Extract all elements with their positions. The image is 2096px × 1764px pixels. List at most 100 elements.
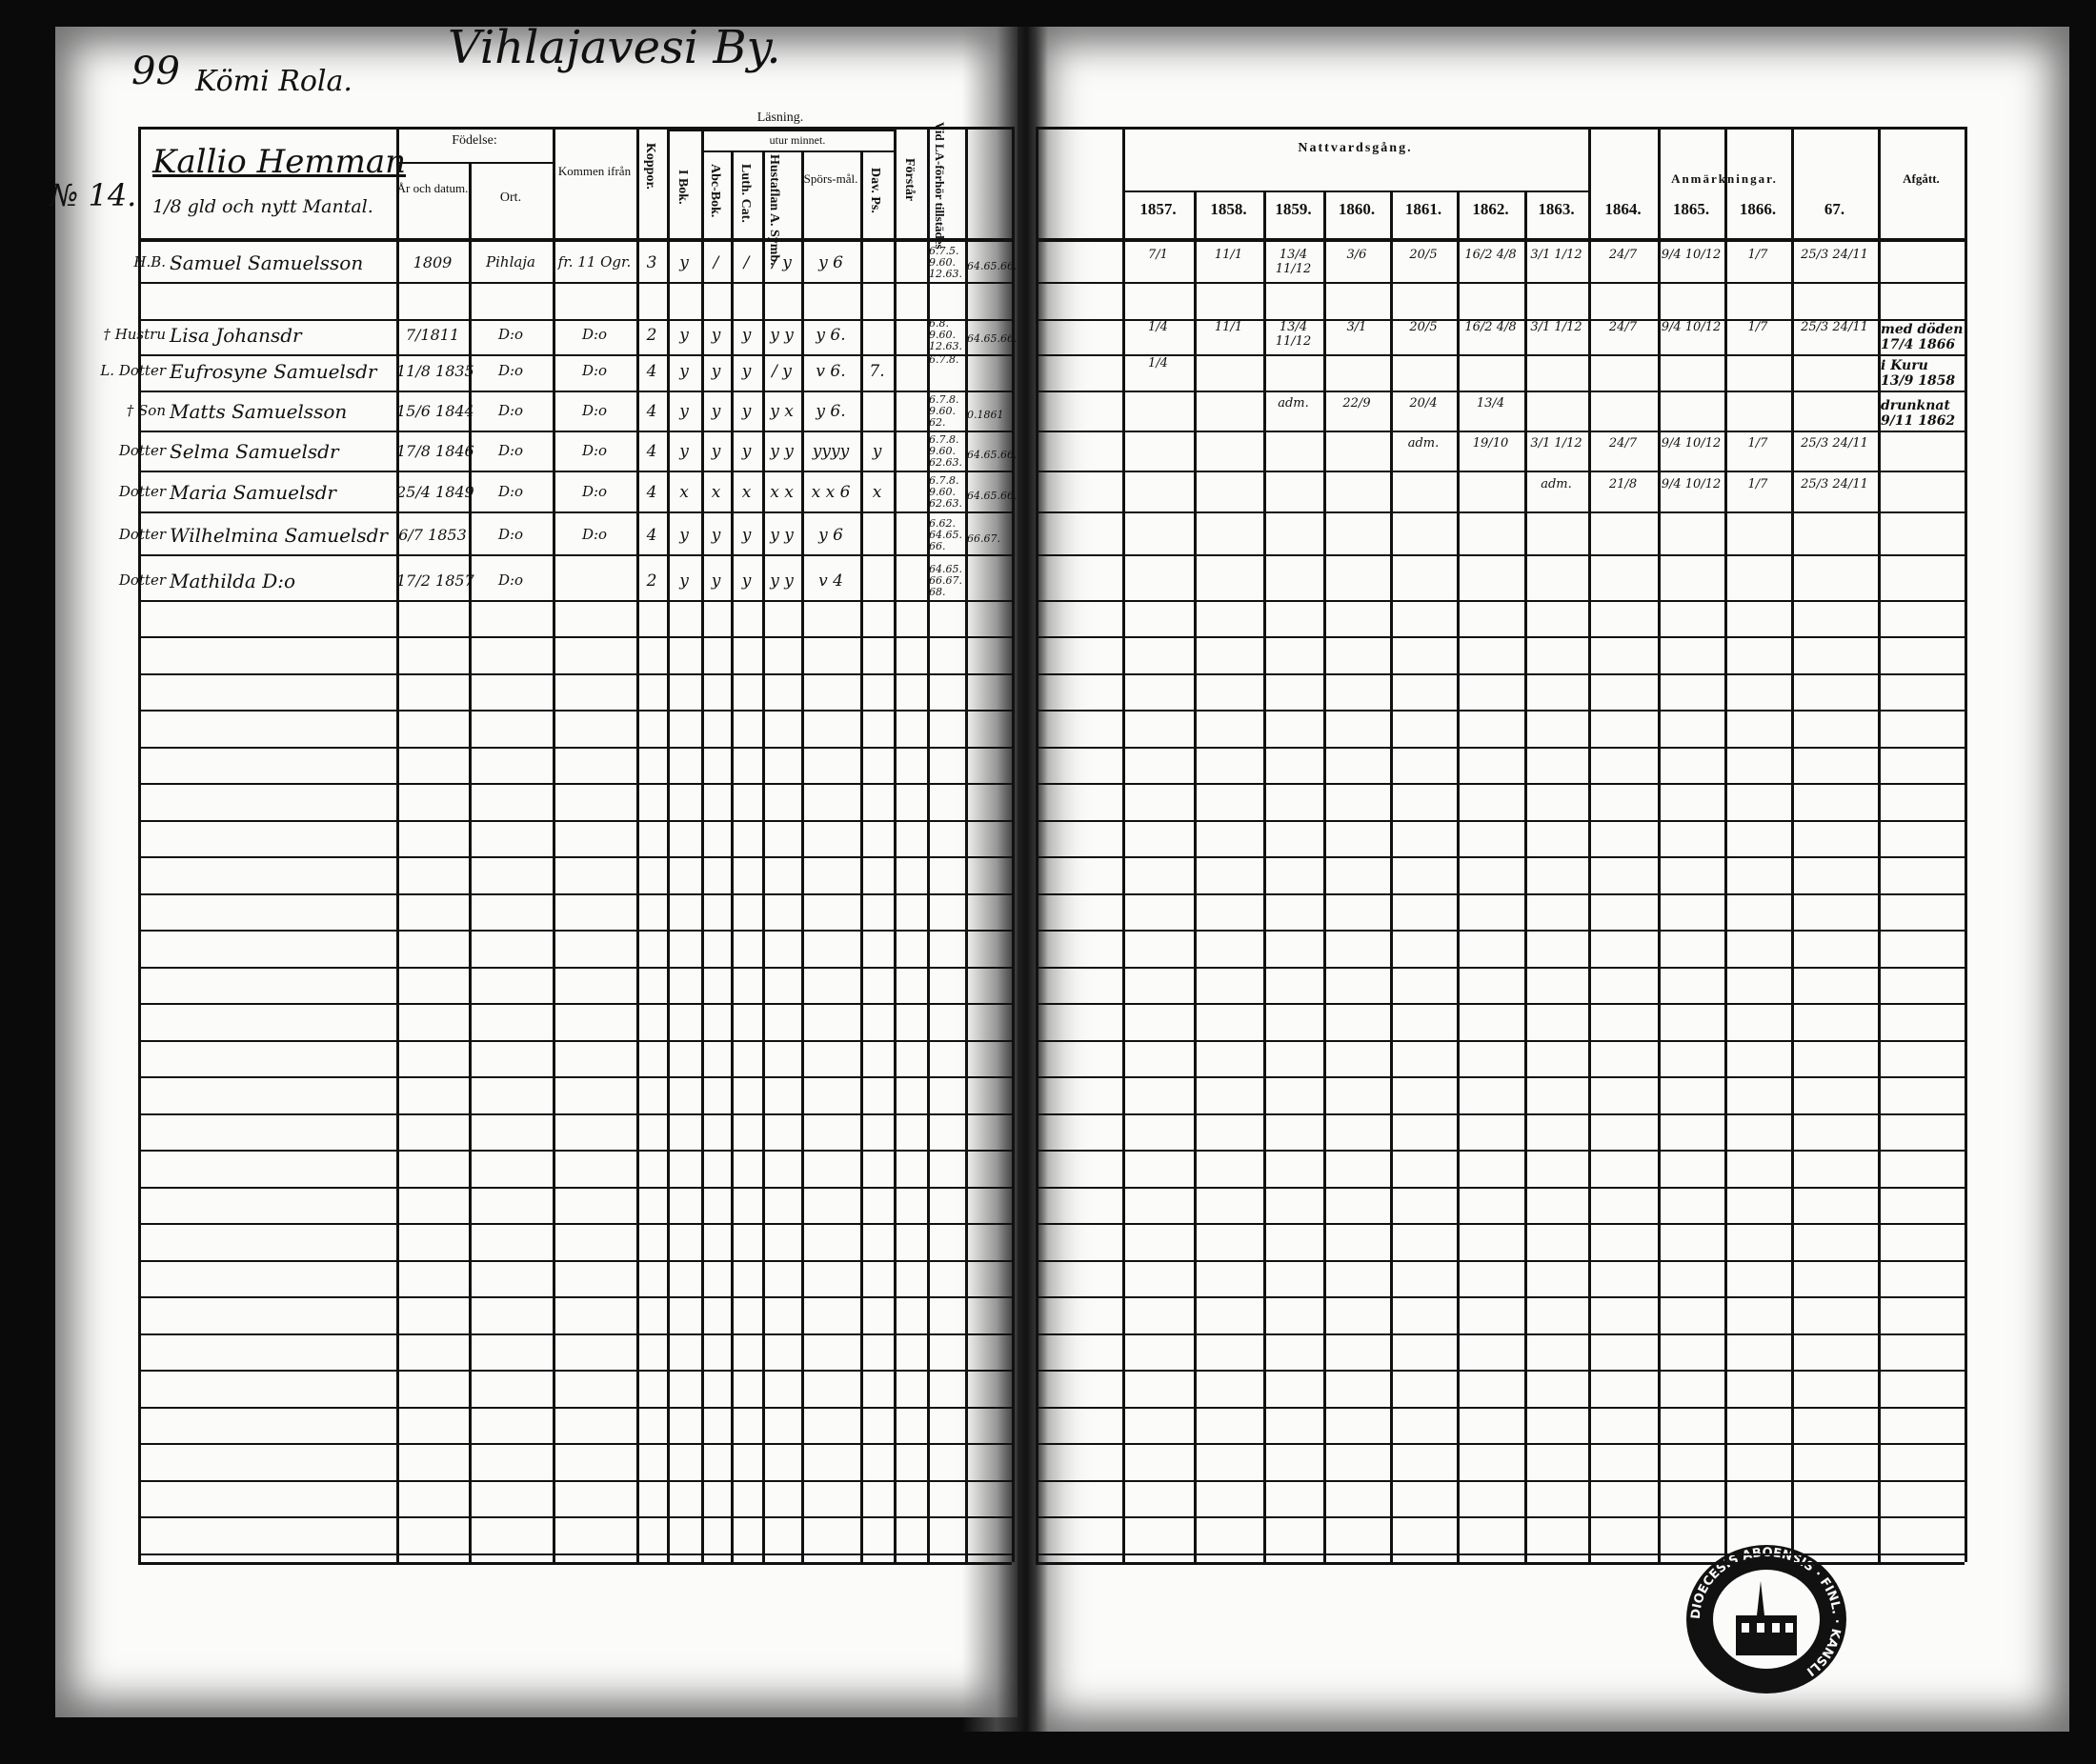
communion-entry: 13/4 11/12 (1275, 248, 1312, 276)
person-forhor: 6.8. 9.60. 12.63. (929, 317, 962, 352)
column-line (396, 127, 399, 1562)
row-line (1036, 1186, 1965, 1189)
year-header-1863: 1863. (1538, 200, 1575, 218)
person-forhor: 6.7.8. 9.60. 62.63. (929, 433, 962, 469)
row-line (138, 930, 1012, 932)
communion-entry: 25/3 24/11 (1801, 477, 1868, 491)
row-line (138, 746, 1012, 749)
column-line (927, 127, 930, 1562)
person-name: Mathilda D:o (170, 570, 296, 592)
person-abc: x (711, 483, 721, 502)
column-line (701, 130, 704, 1562)
row-line (138, 1003, 1012, 1005)
row-line (1036, 636, 1965, 638)
person-role: L. Dotter (100, 362, 166, 379)
person-abc: y (711, 526, 721, 545)
column-line (1036, 127, 1038, 1562)
communion-entry: 9/4 10/12 (1661, 477, 1722, 491)
person-place: D:o (497, 483, 524, 500)
column-line (1588, 127, 1591, 1562)
person-hust: y y (770, 442, 794, 461)
communion-entry: 1/4 (1148, 356, 1168, 371)
person-hust: / y (772, 362, 792, 381)
communion-entry: 1/7 (1747, 477, 1768, 491)
row-line (138, 1516, 1012, 1518)
row-line (1036, 1516, 1965, 1518)
communion-entry: 22/9 (1342, 396, 1371, 411)
person-born: 17/8 1846 (396, 442, 474, 460)
row-line (138, 636, 1012, 638)
person-spors: y 6. (816, 326, 846, 345)
communion-entry: 24/7 (1608, 320, 1638, 334)
person-koppor: 4 (646, 402, 657, 421)
row-line (138, 354, 1012, 356)
row-line (138, 783, 1012, 785)
row-line (1036, 930, 1965, 932)
person-name: Wilhelmina Samuelsdr (170, 524, 388, 547)
person-ibok: y (679, 326, 689, 345)
person-koppor: 4 (646, 526, 657, 545)
column-line (667, 127, 670, 1562)
row-line (138, 511, 1012, 513)
row-line (1036, 1553, 1965, 1555)
header-nattvardsgang: Nattvardsgång. (1298, 141, 1413, 155)
communion-entry: 1/7 (1747, 436, 1768, 451)
row-line (1036, 1479, 1965, 1482)
row-line (138, 856, 1012, 858)
communion-entry: 7/1 (1148, 248, 1168, 262)
person-luth: y (741, 442, 752, 461)
row-line (1036, 783, 1965, 785)
column-line (1390, 190, 1393, 1562)
person-name: Selma Samuelsdr (170, 440, 339, 463)
person-born: 15/6 1844 (396, 402, 474, 420)
row-line (138, 1150, 1012, 1152)
header-ort: Ort. (499, 190, 522, 205)
communion-entry: 3/1 1/12 (1530, 436, 1582, 451)
person-koppor: 4 (646, 362, 657, 381)
column-line (1122, 127, 1125, 1562)
row-line (138, 1076, 1012, 1078)
row-line (138, 282, 1012, 284)
person-place: D:o (497, 326, 524, 343)
village-name: Vihlajavesi By. (448, 21, 781, 74)
person-hust: / y (772, 253, 792, 272)
row-line (138, 1479, 1012, 1482)
left-page (55, 27, 1018, 1717)
person-born: 17/2 1857 (396, 571, 474, 590)
homestead-name: Kallio Hemman (152, 143, 406, 181)
remark-note: i Kuru 13/9 1858 (1881, 358, 1956, 389)
person-place: D:o (497, 362, 524, 379)
communion-entry: 25/3 24/11 (1801, 436, 1868, 451)
person-name: Lisa Johansdr (170, 324, 302, 347)
communion-entry: 21/8 (1608, 477, 1638, 491)
column-line (1965, 127, 1967, 1562)
person-forhor-extra: 64.65.66. (967, 260, 1018, 272)
year-header-1861: 1861. (1404, 200, 1442, 218)
row-line (138, 1296, 1012, 1298)
communion-entry: 20/5 (1409, 248, 1438, 262)
column-line (1457, 190, 1460, 1562)
person-forhor: 6.7.5. 9.60. 12.63. (929, 245, 962, 280)
mantal-note: 1/8 gld och nytt Mantal. (152, 196, 373, 217)
table-top-border (138, 127, 1012, 130)
communion-entry: adm. (1541, 477, 1572, 491)
person-luth: x (741, 483, 752, 502)
header-bottom-border (138, 238, 1012, 242)
header-hustaflan: Hustaflan A. Symb. (767, 154, 781, 266)
header-bottom-border (1036, 238, 1965, 242)
person-ibok: y (679, 253, 689, 272)
row-line (1036, 1003, 1965, 1005)
communion-entry: 3/1 1/12 (1530, 320, 1582, 334)
row-line (138, 391, 1012, 392)
person-spors: yyyy (812, 442, 850, 461)
person-dav: x (872, 483, 882, 502)
person-luth: y (741, 402, 752, 421)
column-line (1791, 127, 1794, 1562)
header-abc: Abc-Bok. (708, 164, 722, 218)
column-line (636, 127, 639, 1562)
row-line (1036, 282, 1965, 284)
column-line (1323, 190, 1326, 1562)
person-abc: y (711, 362, 721, 381)
row-line (1036, 672, 1965, 675)
row-line (1036, 1223, 1965, 1225)
